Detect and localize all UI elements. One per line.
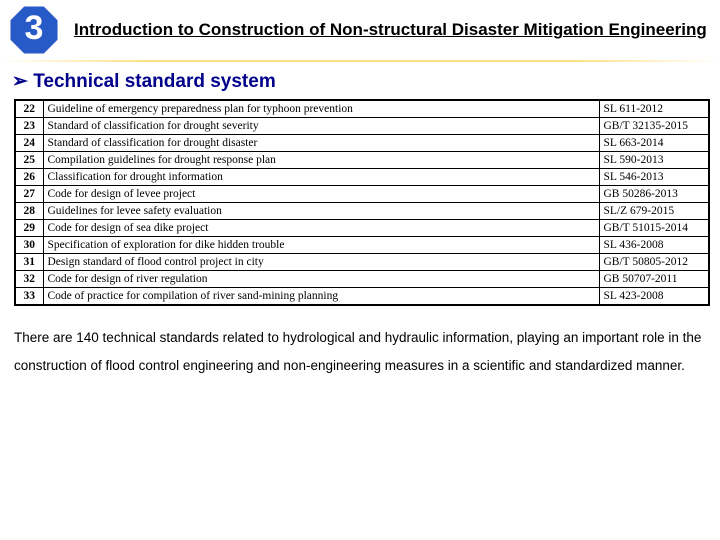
section-heading: ➢ Technical standard system (0, 62, 720, 99)
standard-code: SL 423-2008 (599, 288, 709, 306)
row-number: 24 (15, 135, 43, 152)
table-row: 30Specification of exploration for dike … (15, 237, 709, 254)
standard-name: Code of practice for compilation of rive… (43, 288, 599, 306)
table-row: 24Standard of classification for drought… (15, 135, 709, 152)
standard-code: SL 546-2013 (599, 169, 709, 186)
row-number: 27 (15, 186, 43, 203)
table-row: 23Standard of classification for drought… (15, 118, 709, 135)
row-number: 22 (15, 100, 43, 118)
standard-name: Compilation guidelines for drought respo… (43, 152, 599, 169)
chapter-number: 3 (25, 9, 44, 48)
table-row: 29Code for design of sea dike projectGB/… (15, 220, 709, 237)
row-number: 25 (15, 152, 43, 169)
table-row: 32Code for design of river regulationGB … (15, 271, 709, 288)
standard-name: Guidelines for levee safety evaluation (43, 203, 599, 220)
table-row: 22Guideline of emergency preparedness pl… (15, 100, 709, 118)
standard-code: GB/T 50805-2012 (599, 254, 709, 271)
standard-code: GB/T 32135-2015 (599, 118, 709, 135)
row-number: 30 (15, 237, 43, 254)
standard-name: Guideline of emergency preparedness plan… (43, 100, 599, 118)
standards-table: 22Guideline of emergency preparedness pl… (14, 99, 710, 306)
chapter-badge: 3 (10, 6, 58, 54)
body-paragraph: There are 140 technical standards relate… (0, 306, 720, 381)
standard-code: SL 436-2008 (599, 237, 709, 254)
standard-name: Code for design of river regulation (43, 271, 599, 288)
standard-code: GB/T 51015-2014 (599, 220, 709, 237)
row-number: 28 (15, 203, 43, 220)
standard-code: GB 50707-2011 (599, 271, 709, 288)
standard-name: Standard of classification for drought s… (43, 118, 599, 135)
standard-name: Code for design of sea dike project (43, 220, 599, 237)
standard-code: SL/Z 679-2015 (599, 203, 709, 220)
row-number: 26 (15, 169, 43, 186)
table-row: 26Classification for drought information… (15, 169, 709, 186)
table-row: 28Guidelines for levee safety evaluation… (15, 203, 709, 220)
standard-name: Standard of classification for drought d… (43, 135, 599, 152)
table-row: 33Code of practice for compilation of ri… (15, 288, 709, 306)
row-number: 31 (15, 254, 43, 271)
row-number: 32 (15, 271, 43, 288)
row-number: 29 (15, 220, 43, 237)
standard-name: Classification for drought information (43, 169, 599, 186)
table-row: 25Compilation guidelines for drought res… (15, 152, 709, 169)
row-number: 33 (15, 288, 43, 306)
table-row: 31Design standard of flood control proje… (15, 254, 709, 271)
standard-code: SL 663-2014 (599, 135, 709, 152)
standard-code: SL 590-2013 (599, 152, 709, 169)
table-row: 27Code for design of levee projectGB 502… (15, 186, 709, 203)
page-title: Introduction to Construction of Non-stru… (74, 19, 707, 40)
standard-name: Specification of exploration for dike hi… (43, 237, 599, 254)
standard-code: SL 611-2012 (599, 100, 709, 118)
standard-code: GB 50286-2013 (599, 186, 709, 203)
row-number: 23 (15, 118, 43, 135)
header: 3 Introduction to Construction of Non-st… (0, 0, 720, 54)
standard-name: Code for design of levee project (43, 186, 599, 203)
standard-name: Design standard of flood control project… (43, 254, 599, 271)
